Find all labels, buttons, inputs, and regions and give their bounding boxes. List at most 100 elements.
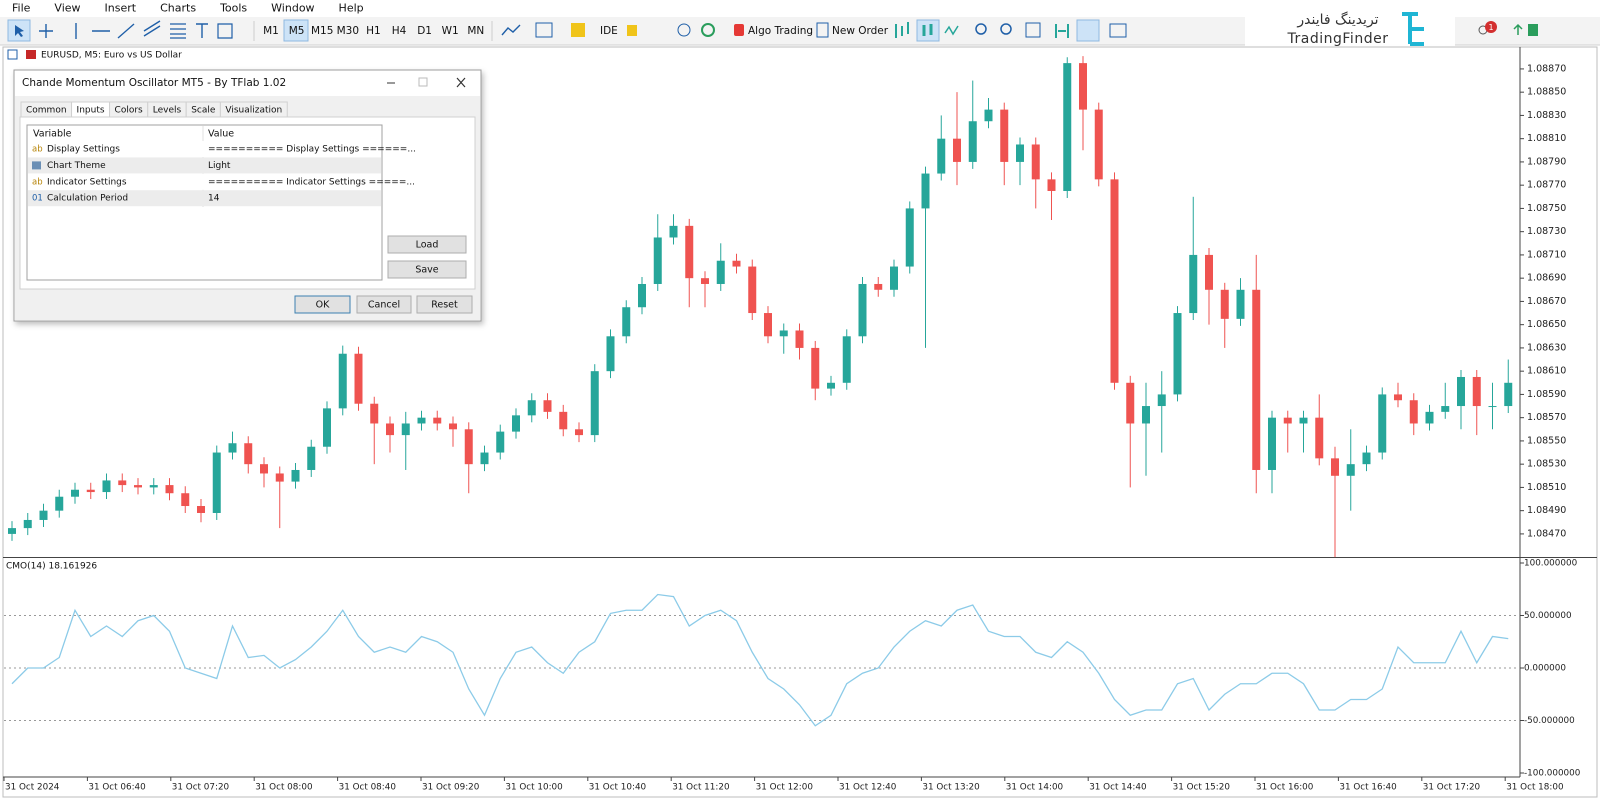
button[interactable] — [294, 295, 351, 314]
algo-icon[interactable] — [734, 24, 744, 36]
button[interactable] — [387, 235, 467, 254]
candle-body — [653, 237, 662, 284]
menu-item[interactable]: View — [54, 2, 80, 15]
row-variable[interactable]: Calculation Period — [47, 194, 128, 204]
y-tick-label: 1.08830 — [1527, 110, 1566, 121]
menu-item[interactable]: Tools — [219, 2, 247, 15]
zoom-out-icon[interactable] — [1000, 23, 1012, 35]
row-variable[interactable]: Chart Theme — [47, 161, 106, 171]
timeframe-button[interactable]: M30 — [337, 25, 359, 37]
signal-icon[interactable] — [1513, 23, 1523, 35]
candle-body — [338, 353, 347, 409]
row-icon: 01 — [32, 194, 43, 204]
timeframe-button[interactable]: H4 — [392, 25, 407, 37]
cursor-icon — [15, 25, 24, 37]
shift-active[interactable] — [1076, 19, 1100, 42]
dialog-title: Chande Momentum Oscillator MT5 - By TFla… — [22, 77, 286, 89]
timeframe-button[interactable]: H1 — [366, 25, 381, 37]
candle-body — [307, 446, 316, 470]
close-button[interactable] — [456, 77, 466, 88]
button[interactable] — [387, 260, 467, 279]
zoom-in-icon[interactable] — [975, 23, 987, 35]
timeframe-button[interactable]: M1 — [263, 25, 279, 37]
trendline-icon[interactable] — [117, 23, 135, 39]
shapes-icon[interactable] — [217, 23, 233, 39]
autoscroll-icon[interactable] — [1055, 24, 1069, 38]
row-variable[interactable]: Display Settings — [47, 145, 120, 155]
timeframe-button[interactable]: MN — [467, 25, 484, 37]
y-tick-label: -100.000000 — [1524, 769, 1581, 779]
candle-body — [8, 528, 16, 534]
y-tick-label: 1.08550 — [1527, 435, 1566, 446]
timeframe-button[interactable]: W1 — [442, 25, 459, 37]
menu-item[interactable]: Help — [339, 2, 364, 15]
y-tick-label: 1.08870 — [1527, 63, 1566, 74]
candle-body — [1252, 289, 1261, 470]
row-icon: ab — [32, 177, 43, 187]
channel-icon[interactable] — [143, 20, 161, 37]
menu-bar — [0, 0, 1600, 17]
template-icon[interactable] — [535, 22, 553, 38]
timeframe-button[interactable]: M15 — [311, 25, 333, 37]
button-label: Reset — [431, 300, 458, 311]
row-value[interactable]: ========== Display Settings ======... — [208, 145, 416, 155]
tab[interactable] — [219, 101, 288, 118]
lock-icon[interactable] — [627, 25, 637, 36]
toolbar-button[interactable]: IDE — [600, 25, 618, 37]
chart-type-icon[interactable] — [501, 24, 521, 36]
fibo-icon[interactable] — [170, 23, 186, 39]
market-icon[interactable] — [701, 23, 715, 37]
candles-active[interactable] — [916, 19, 940, 42]
timeframe-button[interactable]: M5 — [289, 25, 305, 37]
button[interactable] — [356, 295, 412, 314]
crosshair-icon[interactable] — [39, 24, 53, 38]
row-value[interactable]: ========== Indicator Settings =====... — [208, 177, 415, 187]
x-tick-label: 31 Oct 15:20 — [1173, 783, 1231, 793]
candle-body — [874, 283, 883, 290]
order-icon[interactable] — [816, 22, 829, 38]
x-tick-label: 31 Oct 10:40 — [589, 783, 647, 793]
bars-icon[interactable] — [895, 22, 909, 38]
tab-label: Common — [26, 106, 67, 116]
menu-item[interactable]: Window — [271, 2, 314, 15]
candle-body — [1299, 417, 1308, 424]
candle-body — [401, 423, 410, 436]
line-icon[interactable] — [944, 25, 959, 36]
candle-body — [1047, 179, 1056, 191]
row-value[interactable]: 14 — [208, 194, 220, 204]
screenshot-icon[interactable] — [1109, 23, 1127, 38]
notification-badge[interactable] — [1485, 21, 1497, 33]
text-icon[interactable] — [196, 23, 208, 38]
grid-icon[interactable] — [1025, 22, 1041, 38]
logo-persian: تریدینگ فایندر — [1296, 11, 1378, 28]
row-value[interactable]: Light — [208, 161, 231, 171]
y-tick-label: 0.000000 — [1524, 664, 1566, 674]
candle-body — [764, 313, 772, 337]
row-variable[interactable]: Indicator Settings — [47, 177, 127, 187]
maximize-button[interactable] — [418, 77, 428, 87]
candle-body — [638, 283, 646, 308]
candle-body — [449, 423, 457, 430]
timeframe-button[interactable]: D1 — [417, 25, 432, 37]
logo-mark — [1402, 12, 1424, 46]
candle-body — [921, 173, 930, 209]
signal-bars — [1528, 24, 1538, 36]
candle-body — [149, 485, 158, 488]
toolbar-button[interactable]: New Order — [832, 25, 889, 37]
dollar-icon[interactable] — [571, 23, 585, 37]
candle-body — [1236, 289, 1245, 319]
menu-item[interactable]: File — [12, 2, 31, 15]
button[interactable] — [416, 295, 473, 314]
y-tick-label: -50.000000 — [1524, 716, 1575, 726]
toolbar-button[interactable]: Algo Trading — [748, 25, 813, 37]
candle-body — [1362, 452, 1371, 465]
toolbar-tools: 1 M1 M5 M15 M30 H1 H4 D1 W1 MN IDE Algo Trading New… — [7, 19, 1538, 42]
cloud-icon[interactable] — [677, 23, 691, 37]
menu: File View Insert Charts Tools Window Help — [12, 2, 364, 15]
y-tick-label: 1.08810 — [1527, 133, 1566, 144]
menu-item[interactable]: Charts — [160, 2, 196, 15]
menu-item[interactable]: Insert — [105, 2, 137, 15]
candle-body — [1441, 406, 1450, 412]
x-tick-label: 31 Oct 08:00 — [255, 783, 313, 793]
